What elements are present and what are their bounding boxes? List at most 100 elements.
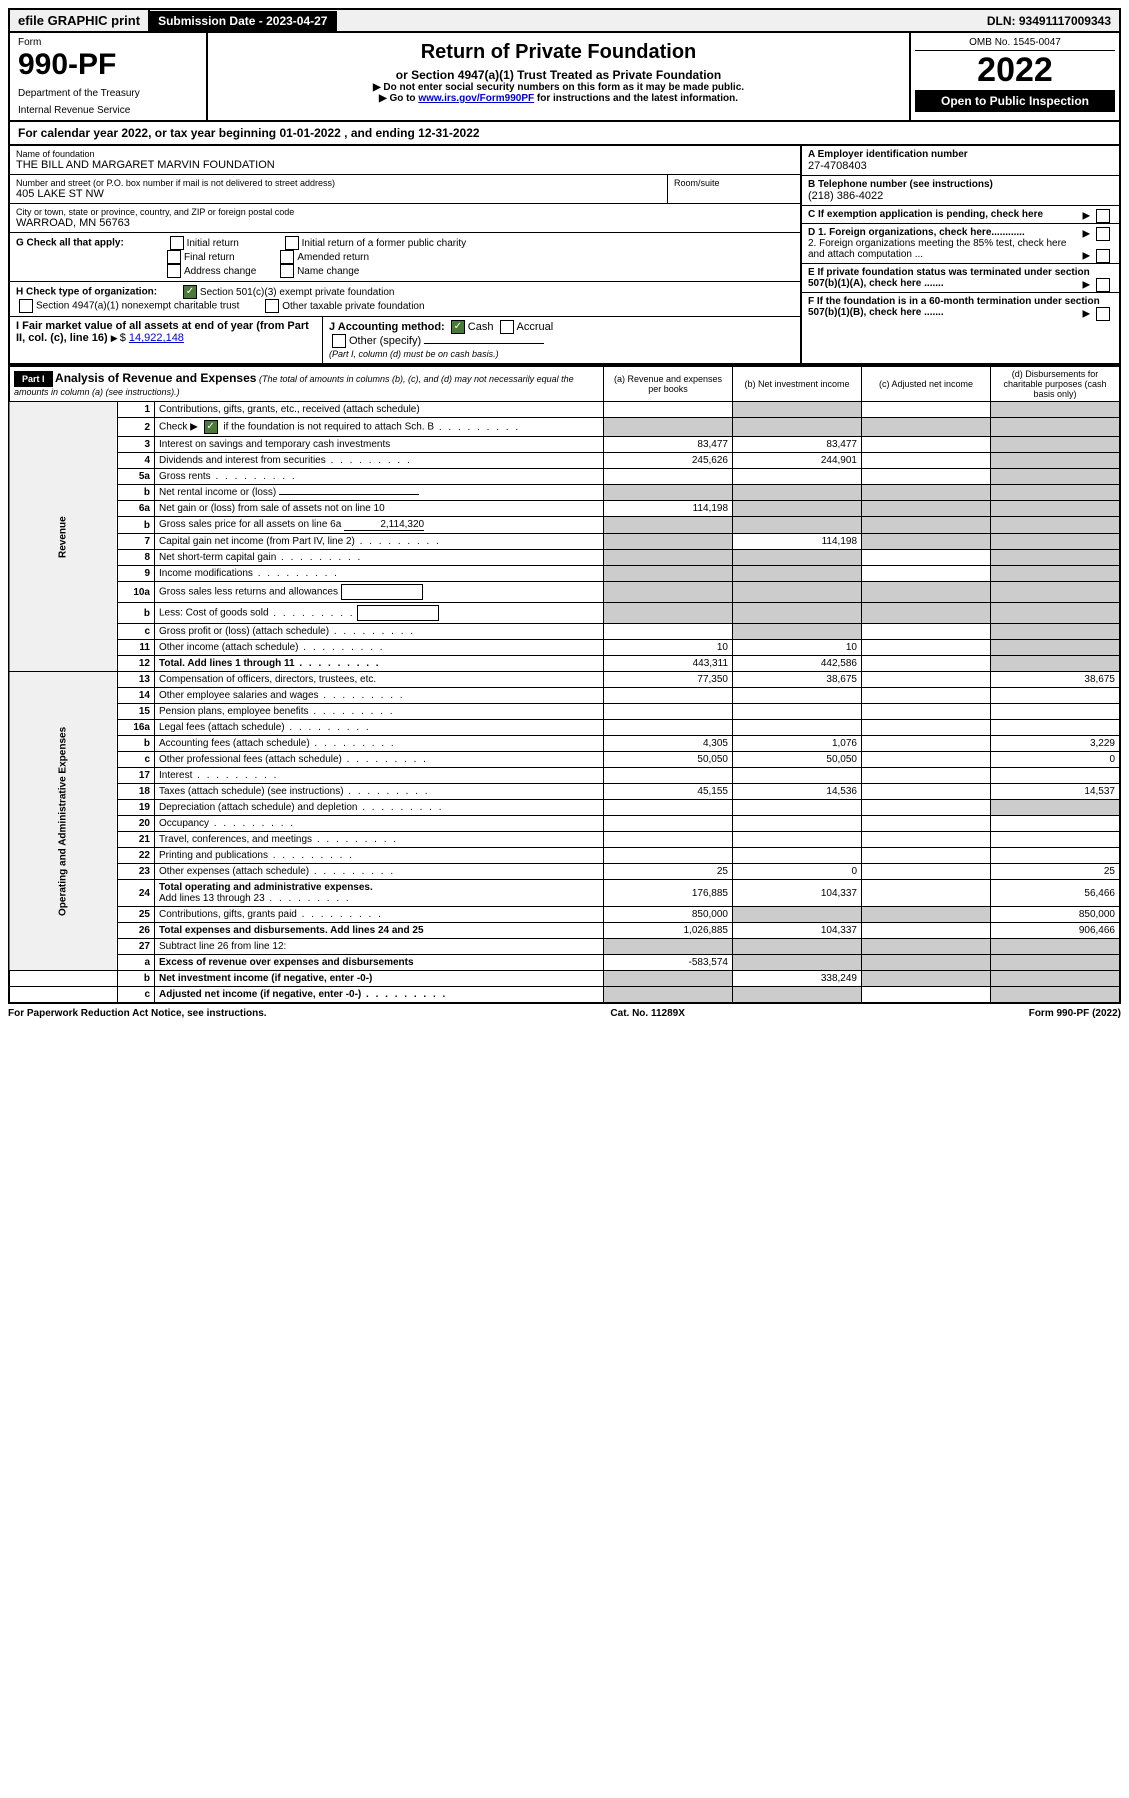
r6an: 6a xyxy=(118,501,155,517)
e-check[interactable] xyxy=(1096,278,1110,292)
accrual-check[interactable] xyxy=(500,320,514,334)
j-cash: Cash xyxy=(468,321,494,333)
r27aa: -583,574 xyxy=(604,955,733,971)
info-block: Name of foundation THE BILL AND MARGARET… xyxy=(10,146,1119,363)
r18d: Taxes (attach schedule) (see instruction… xyxy=(159,786,344,797)
r20n: 20 xyxy=(118,816,155,832)
j-other: Other (specify) xyxy=(349,335,421,347)
d2-check[interactable] xyxy=(1096,249,1110,263)
r4d: Dividends and interest from securities xyxy=(159,455,326,466)
address: 405 LAKE ST NW xyxy=(16,188,661,200)
r27n: 27 xyxy=(118,939,155,955)
c-label: C If exemption application is pending, c… xyxy=(808,209,1043,220)
addr-label: Number and street (or P.O. box number if… xyxy=(16,178,661,188)
form990pf-link[interactable]: www.irs.gov/Form990PF xyxy=(418,93,534,104)
initial-former-check[interactable] xyxy=(285,236,299,250)
f-cell: F If the foundation is in a 60-month ter… xyxy=(802,293,1119,321)
f-check[interactable] xyxy=(1096,307,1110,321)
r17d: Interest xyxy=(159,770,192,781)
r18a: 45,155 xyxy=(604,784,733,800)
r24b: 104,337 xyxy=(733,880,862,907)
city-cell: City or town, state or province, country… xyxy=(10,204,800,233)
address-change-check[interactable] xyxy=(167,264,181,278)
open-public: Open to Public Inspection xyxy=(915,90,1115,112)
r12a: 443,311 xyxy=(604,656,733,672)
name-label: Name of foundation xyxy=(16,149,794,159)
r13b: 38,675 xyxy=(733,672,862,688)
d1-check[interactable] xyxy=(1096,227,1110,241)
footer-mid: Cat. No. 11289X xyxy=(610,1008,684,1019)
a-label: A Employer identification number xyxy=(808,149,1113,160)
revenue-side: Revenue xyxy=(9,402,118,672)
r27an: a xyxy=(118,955,155,971)
r5bd: Net rental income or (loss) xyxy=(159,487,276,498)
g-opt2: Final return xyxy=(184,252,235,263)
other-taxable-check[interactable] xyxy=(265,299,279,313)
r16bn: b xyxy=(118,736,155,752)
r26dd: 906,466 xyxy=(991,923,1121,939)
h-opt3: Other taxable private foundation xyxy=(282,301,424,312)
r16cd: Other professional fees (attach schedule… xyxy=(159,754,342,765)
r11d: Other income (attach schedule) xyxy=(159,642,299,653)
amended-check[interactable] xyxy=(280,250,294,264)
r24a: 176,885 xyxy=(604,880,733,907)
r2d: Check ▶ if the foundation is not require… xyxy=(155,418,604,437)
r8d: Net short-term capital gain xyxy=(159,552,276,563)
part1-title: Analysis of Revenue and Expenses xyxy=(55,371,256,385)
footer: For Paperwork Reduction Act Notice, see … xyxy=(8,1004,1121,1023)
501c3-check[interactable] xyxy=(183,285,197,299)
name-change-check[interactable] xyxy=(280,264,294,278)
r3d: Interest on savings and temporary cash i… xyxy=(155,437,604,453)
dept: Department of the Treasury xyxy=(18,88,198,99)
other-method-check[interactable] xyxy=(332,334,346,348)
r19n: 19 xyxy=(118,800,155,816)
4947-check[interactable] xyxy=(19,299,33,313)
g-label: G Check all that apply: xyxy=(16,238,124,249)
r3a: 83,477 xyxy=(604,437,733,453)
col-a: (a) Revenue and expenses per books xyxy=(604,366,733,402)
ein: 27-4708403 xyxy=(808,160,1113,172)
submission-date: Submission Date - 2023-04-27 xyxy=(150,11,337,31)
r10bn: b xyxy=(118,603,155,624)
r23n: 23 xyxy=(118,864,155,880)
form-title: Return of Private Foundation xyxy=(216,41,901,64)
r27bn: b xyxy=(118,971,155,987)
r19d: Depreciation (attach schedule) and deple… xyxy=(159,802,357,813)
j-label: J Accounting method: xyxy=(329,321,445,333)
info-left: Name of foundation THE BILL AND MARGARET… xyxy=(10,146,802,363)
ein-cell: A Employer identification number 27-4708… xyxy=(802,146,1119,176)
schb-check[interactable] xyxy=(204,420,218,434)
r3b: 83,477 xyxy=(733,437,862,453)
f-label: F If the foundation is in a 60-month ter… xyxy=(808,296,1100,318)
r12n: 12 xyxy=(118,656,155,672)
omb: OMB No. 1545-0047 xyxy=(915,37,1115,51)
e-cell: E If private foundation status was termi… xyxy=(802,264,1119,293)
r21d: Travel, conferences, and meetings xyxy=(159,834,312,845)
city-label: City or town, state or province, country… xyxy=(16,207,794,217)
r3n: 3 xyxy=(118,437,155,453)
note2-post: for instructions and the latest informat… xyxy=(534,93,738,104)
d-cell: D 1. Foreign organizations, check here..… xyxy=(802,224,1119,264)
final-return-check[interactable] xyxy=(167,250,181,264)
footer-right: Form 990-PF (2022) xyxy=(1029,1008,1121,1019)
cash-check[interactable] xyxy=(451,320,465,334)
h-opt1: Section 501(c)(3) exempt private foundat… xyxy=(200,287,395,298)
r5an: 5a xyxy=(118,469,155,485)
r15d: Pension plans, employee benefits xyxy=(159,706,309,717)
city: WARROAD, MN 56763 xyxy=(16,217,794,229)
r23a: 25 xyxy=(604,864,733,880)
b-label: B Telephone number (see instructions) xyxy=(808,179,1113,190)
d2-label: 2. Foreign organizations meeting the 85%… xyxy=(808,238,1066,260)
r10ad: Gross sales less returns and allowances xyxy=(159,587,338,598)
r14d: Other employee salaries and wages xyxy=(159,690,319,701)
initial-return-check[interactable] xyxy=(170,236,184,250)
fmv-link[interactable]: 14,922,148 xyxy=(129,332,184,344)
r2d1: Check ▶ xyxy=(159,422,198,433)
r27cn: c xyxy=(118,987,155,1004)
form-number: 990-PF xyxy=(18,48,198,82)
col-c: (c) Adjusted net income xyxy=(862,366,991,402)
r11a: 10 xyxy=(604,640,733,656)
address-row: Number and street (or P.O. box number if… xyxy=(10,175,800,204)
c-check[interactable] xyxy=(1096,209,1110,223)
r23b: 0 xyxy=(733,864,862,880)
